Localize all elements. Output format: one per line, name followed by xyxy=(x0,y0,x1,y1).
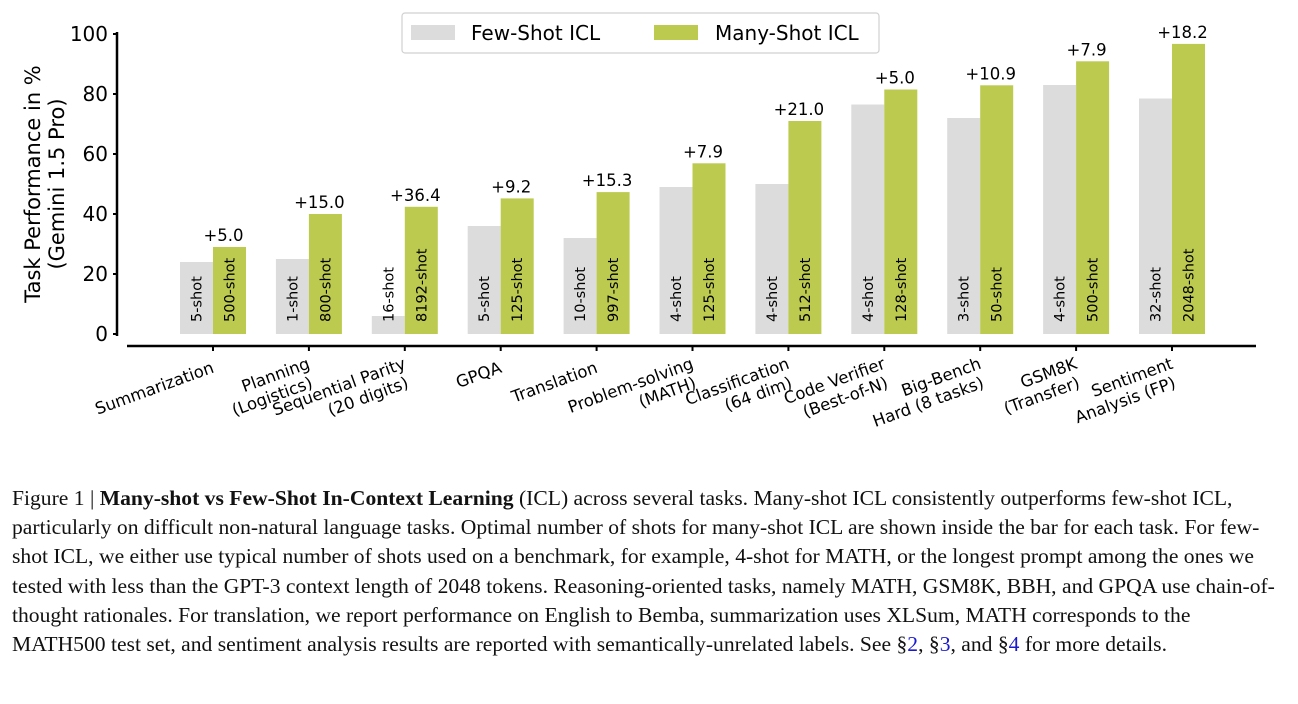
improvement-label: +15.0 xyxy=(294,193,345,212)
x-tick-label-line: Summarization xyxy=(92,358,216,419)
caption-sep-1: , § xyxy=(918,632,940,657)
many-shot-label: 128-shot xyxy=(894,257,910,322)
improvement-label: +15.3 xyxy=(582,171,633,190)
few-shot-label: 32-shot xyxy=(1149,267,1165,322)
few-shot-bar xyxy=(467,226,501,334)
many-shot-bar xyxy=(884,89,918,334)
many-shot-bar xyxy=(692,163,726,334)
legend-label-many-shot: Many-Shot ICL xyxy=(715,21,860,45)
y-tick-label: 40 xyxy=(83,202,108,226)
few-shot-bar xyxy=(563,238,597,334)
many-shot-label: 997-shot xyxy=(606,257,622,322)
few-shot-bar xyxy=(1043,85,1077,334)
y-tick-label: 20 xyxy=(83,262,108,286)
x-tick-label: Summarization xyxy=(92,358,216,419)
few-shot-bar xyxy=(371,316,405,334)
y-axis-title-line: Task Performance in % xyxy=(21,65,45,304)
many-shot-label: 800-shot xyxy=(318,257,334,322)
many-shot-label: 500-shot xyxy=(223,257,239,322)
legend: Few-Shot ICL Many-Shot ICL xyxy=(401,12,880,54)
x-tick-label: SentimentAnalysis (FP) xyxy=(1066,354,1182,427)
many-shot-bar xyxy=(596,192,630,334)
few-shot-label: 5-shot xyxy=(477,276,493,322)
few-shot-bar xyxy=(1139,98,1172,334)
section-link-3[interactable]: 3 xyxy=(939,632,951,657)
y-axis: 0 20 40 60 80 100 xyxy=(70,22,119,346)
legend-swatch-many-shot xyxy=(654,25,698,40)
few-shot-bar xyxy=(947,118,981,334)
few-shot-label: 4-shot xyxy=(1053,276,1069,322)
many-shot-bar xyxy=(1172,43,1205,335)
x-axis: Summarization Planning(Logistics)Sequenti… xyxy=(92,344,1256,431)
x-tick-label: GPQA xyxy=(453,358,504,392)
improvement-label: +9.2 xyxy=(491,177,531,196)
few-shot-label: 10-shot xyxy=(573,267,589,322)
bars: 5-shot 500-shot +5.0 1-shot 800-shot +15.0 16-… xyxy=(180,23,1208,335)
many-shot-label: 50-shot xyxy=(990,267,1006,322)
x-tick-label-line: GPQA xyxy=(453,358,504,392)
legend-label-few-shot: Few-Shot ICL xyxy=(471,21,601,45)
many-shot-bar xyxy=(404,206,438,334)
y-tick-label: 80 xyxy=(83,82,108,106)
caption-end: for more details. xyxy=(1019,632,1167,657)
section-link-2[interactable]: 2 xyxy=(907,632,919,657)
few-shot-label: 4-shot xyxy=(861,276,877,322)
many-shot-bar xyxy=(1076,61,1110,335)
caption-body: (ICL) across several tasks. Many-shot IC… xyxy=(12,486,1275,657)
improvement-label: +21.0 xyxy=(774,100,825,119)
many-shot-label: 2048-shot xyxy=(1182,248,1198,322)
few-shot-bar xyxy=(755,184,789,334)
improvement-label: +5.0 xyxy=(203,226,243,245)
improvement-label: +10.9 xyxy=(965,64,1016,83)
few-shot-bar xyxy=(275,259,309,334)
y-tick-label: 60 xyxy=(83,142,108,166)
few-shot-label: 16-shot xyxy=(381,267,397,322)
y-axis-label: Task Performance in %(Gemini 1.5 Pro) xyxy=(21,65,69,304)
many-shot-label: 125-shot xyxy=(702,257,718,322)
caption-prefix: Figure 1 | xyxy=(12,486,100,510)
many-shot-bar xyxy=(980,85,1014,334)
few-shot-label: 1-shot xyxy=(285,276,301,322)
many-shot-label: 125-shot xyxy=(510,257,526,322)
y-tick-label: 0 xyxy=(95,322,108,346)
x-tick-label: Planning(Logistics) xyxy=(223,354,319,420)
legend-swatch-few-shot xyxy=(411,25,455,40)
improvement-label: +18.2 xyxy=(1157,23,1208,42)
caption-sep-2: , and § xyxy=(950,632,1009,657)
bar-chart: Task Performance in %(Gemini 1.5 Pro) 0 2… xyxy=(21,12,1256,431)
many-shot-bar xyxy=(308,214,342,334)
many-shot-bar xyxy=(788,121,822,334)
improvement-label: +7.9 xyxy=(1067,40,1107,59)
few-shot-bar xyxy=(851,104,885,334)
y-axis-title: Task Performance in %(Gemini 1.5 Pro) xyxy=(21,65,69,304)
caption-title: Many-shot vs Few-Shot In-Context Learnin… xyxy=(99,486,514,510)
section-link-4[interactable]: 4 xyxy=(1008,632,1020,657)
few-shot-label: 4-shot xyxy=(669,276,685,322)
improvement-label: +5.0 xyxy=(875,69,915,88)
many-shot-bar xyxy=(500,198,534,334)
y-tick-label: 100 xyxy=(70,22,108,46)
legend-box xyxy=(401,12,880,54)
few-shot-label: 3-shot xyxy=(957,276,973,322)
few-shot-bar xyxy=(659,187,693,334)
improvement-label: +7.9 xyxy=(683,142,723,161)
y-axis-title-line: (Gemini 1.5 Pro) xyxy=(45,98,69,269)
few-shot-bar xyxy=(180,262,213,334)
many-shot-label: 512-shot xyxy=(798,257,814,322)
many-shot-label: 500-shot xyxy=(1086,257,1102,322)
few-shot-label: 4-shot xyxy=(765,276,781,322)
few-shot-label: 5-shot xyxy=(190,276,206,322)
improvement-label: +36.4 xyxy=(390,186,441,205)
many-shot-bar xyxy=(213,247,246,334)
many-shot-label: 8192-shot xyxy=(414,248,430,322)
figure-caption: Figure 1 | Many-shot vs Few-Shot In-Cont… xyxy=(12,484,1288,659)
